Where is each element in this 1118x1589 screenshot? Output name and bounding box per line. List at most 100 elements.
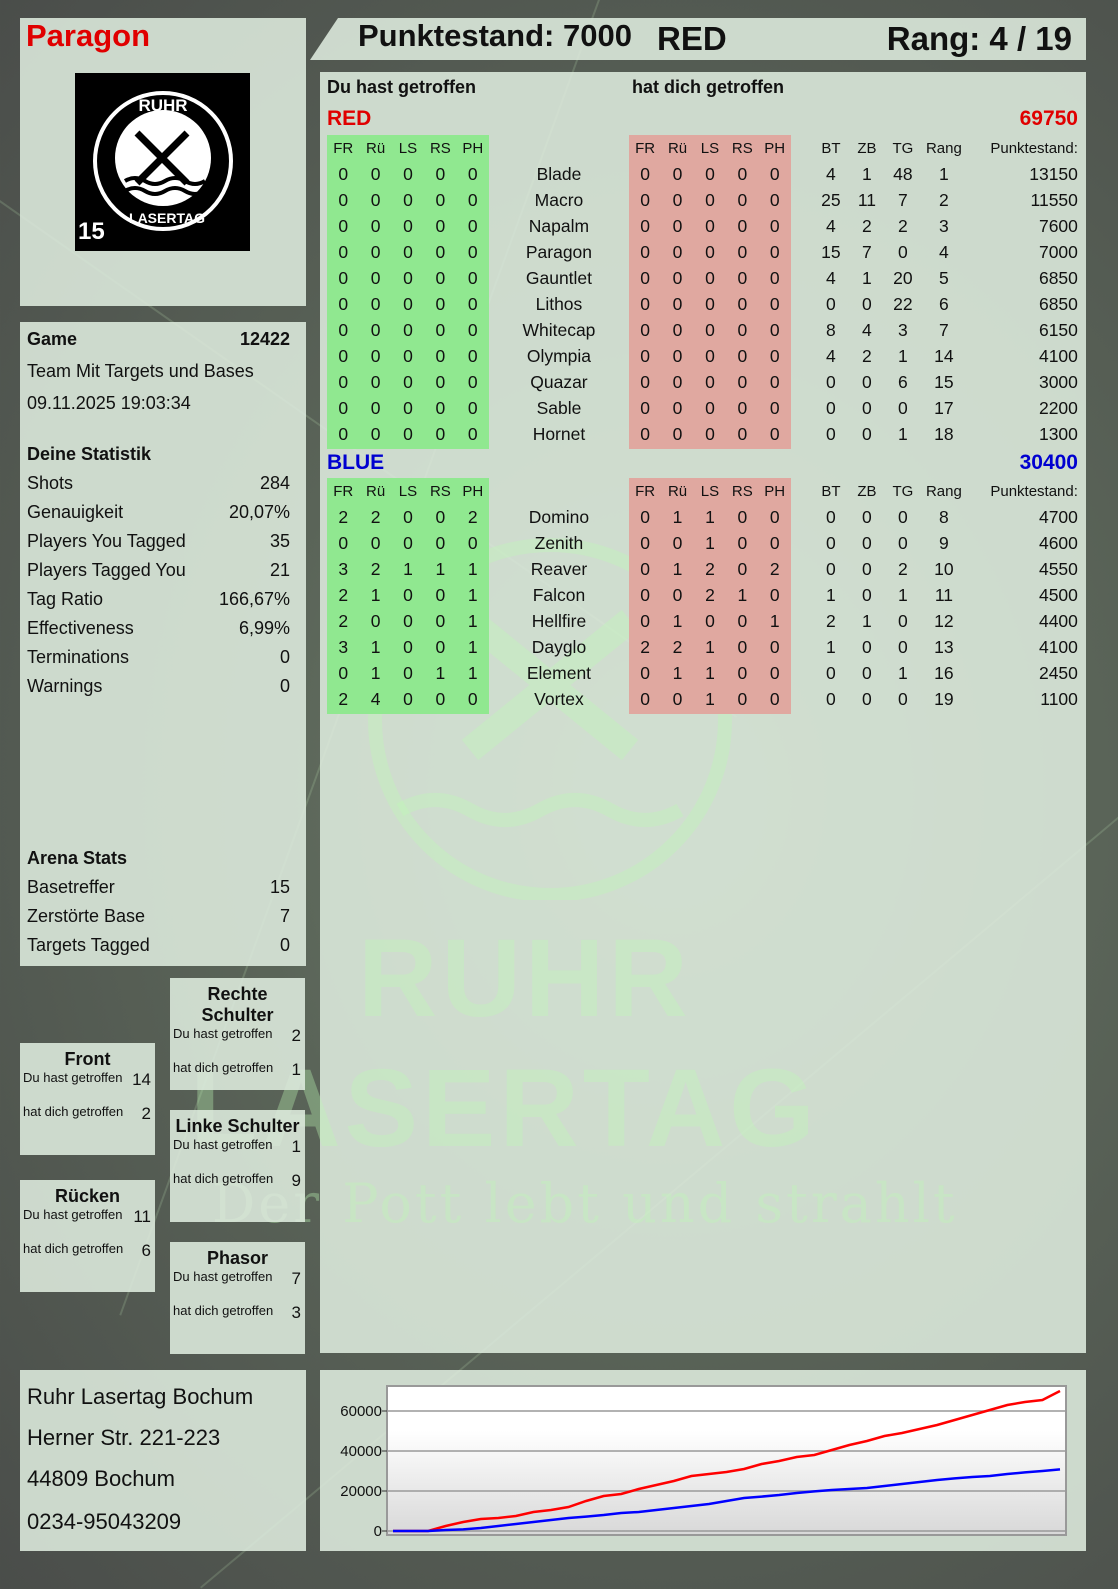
hit-you-value: 2 — [141, 1104, 151, 1123]
table-row: 0 0 0 0 0 Sable 0 0 0 0 0 0 0 0 17 2200 — [327, 395, 1078, 421]
cell-ru: 0 — [672, 215, 683, 236]
cell-ph: 0 — [769, 241, 780, 262]
cell-fr: 0 — [640, 267, 651, 288]
hit-zone-box: Front Du hast getroffen 14 hat dich getro… — [20, 1043, 155, 1155]
col-ls: LS — [398, 139, 418, 157]
cell-rs: 0 — [435, 423, 446, 444]
cell-player: Hornet — [532, 423, 586, 444]
cell-zb: 0 — [862, 397, 872, 418]
cell-rang: 12 — [934, 610, 954, 631]
cell-ph: 2 — [467, 506, 478, 527]
cell-zb: 0 — [862, 371, 872, 392]
stat-value: 0 — [279, 647, 290, 667]
cell-player: Vortex — [534, 688, 584, 709]
cell-ls: 0 — [705, 293, 715, 314]
hit-zone-title: Phasor — [206, 1248, 269, 1268]
hit-you-label: hat dich getroffen — [23, 1241, 124, 1256]
cell-ph: 0 — [467, 371, 478, 392]
cell-punktestand: 1300 — [1038, 423, 1078, 444]
cell-rs: 0 — [435, 688, 446, 709]
col-bt: BT — [821, 139, 841, 157]
cell-rang: 13 — [934, 636, 954, 657]
cell-rs: 0 — [737, 532, 748, 553]
table-row: 0 0 0 0 0 Hornet 0 0 0 0 0 0 0 1 18 1300 — [327, 421, 1078, 447]
col-rs: RS — [731, 482, 753, 500]
stats-panel — [20, 322, 306, 966]
cell-fr: 0 — [640, 345, 651, 366]
table-row: 3 1 0 0 1 Dayglo 2 2 1 0 0 1 0 0 13 4100 — [327, 634, 1078, 660]
cell-ph: 0 — [769, 506, 780, 527]
score-chart: 0 20000 40000 60000 — [340, 1385, 1067, 1540]
cell-punktestand: 4600 — [1038, 532, 1078, 553]
stat-row: Shots 284 — [27, 473, 290, 494]
cell-tg: 0 — [898, 688, 908, 709]
player-score: Punktestand: 7000 — [358, 18, 632, 53]
cell-rs: 0 — [737, 215, 748, 236]
cell-ru: 0 — [370, 423, 381, 444]
col-zb: ZB — [857, 482, 877, 500]
cell-tg: 2 — [898, 558, 908, 579]
table-header: FR Rü LS RS PH FR Rü LS RS PH BT ZB TG Rang Punktestan… — [327, 135, 1078, 161]
cell-ph: 0 — [467, 688, 478, 709]
col-ru: Rü — [365, 139, 386, 157]
cell-ls: 0 — [403, 267, 413, 288]
cell-ru: 0 — [672, 241, 683, 262]
cell-player: Domino — [528, 506, 590, 527]
cell-ru: 0 — [370, 532, 381, 553]
cell-zb: 1 — [862, 267, 872, 288]
stat-label: Terminations — [27, 647, 130, 667]
col-ru: Rü — [667, 482, 688, 500]
cell-punktestand: 7600 — [1038, 215, 1078, 236]
cell-rs: 0 — [737, 636, 748, 657]
cell-rs: 0 — [435, 293, 446, 314]
hit-zone-title: Rücken — [54, 1186, 121, 1206]
stat-value: 166,67% — [218, 589, 290, 609]
cell-ls: 0 — [403, 345, 413, 366]
cell-bt: 8 — [826, 319, 836, 340]
cell-rs: 0 — [737, 423, 748, 444]
cell-zb: 0 — [862, 558, 872, 579]
cell-rang: 11 — [934, 584, 953, 605]
table-row: 0 0 0 0 0 Whitecap 0 0 0 0 0 8 4 3 7 6150 — [327, 317, 1078, 343]
player-name: Paragon — [26, 18, 151, 53]
cell-ls: 0 — [705, 241, 715, 262]
cell-ru: 2 — [672, 636, 683, 657]
cell-tg: 0 — [898, 397, 908, 418]
cell-ph: 1 — [467, 610, 478, 631]
stat-label: Warnings — [27, 676, 103, 696]
cell-ph: 0 — [769, 371, 780, 392]
cell-rs: 0 — [435, 267, 446, 288]
cell-ph: 0 — [769, 662, 780, 683]
cell-zb: 2 — [862, 215, 872, 236]
cell-ru: 0 — [672, 584, 683, 605]
cell-ru: 0 — [672, 293, 683, 314]
cell-rs: 0 — [435, 241, 446, 262]
cell-tg: 1 — [898, 423, 908, 444]
cell-ph: 0 — [769, 319, 780, 340]
cell-player: Napalm — [528, 215, 590, 236]
col-ph: PH — [462, 139, 484, 157]
cell-player: Quazar — [530, 371, 588, 392]
cell-ru: 2 — [370, 506, 381, 527]
cell-fr: 0 — [338, 371, 349, 392]
cell-ph: 0 — [769, 397, 780, 418]
cell-zb: 1 — [862, 610, 872, 631]
cell-zb: 0 — [862, 423, 872, 444]
cell-rang: 7 — [939, 319, 949, 340]
cell-rs: 0 — [737, 345, 748, 366]
hit-zone-box: Rücken Du hast getroffen 11 hat dich getr… — [20, 1180, 155, 1292]
cell-zb: 11 — [857, 189, 876, 210]
plot-area — [386, 1385, 1067, 1536]
cell-ru: 0 — [370, 397, 381, 418]
you-hit-label: Du hast getroffen — [173, 1137, 273, 1152]
you-hit-value: 7 — [291, 1269, 301, 1288]
cell-rs: 0 — [737, 662, 748, 683]
svg-text:RUHR: RUHR — [138, 96, 187, 115]
cell-ph: 0 — [769, 345, 780, 366]
cell-punktestand: 4100 — [1038, 345, 1078, 366]
cell-fr: 0 — [640, 532, 651, 553]
cell-ru: 0 — [370, 215, 381, 236]
y-tick-label: 40000 — [340, 1443, 382, 1460]
cell-zb: 1 — [862, 163, 872, 184]
cell-player: Dayglo — [531, 636, 587, 657]
